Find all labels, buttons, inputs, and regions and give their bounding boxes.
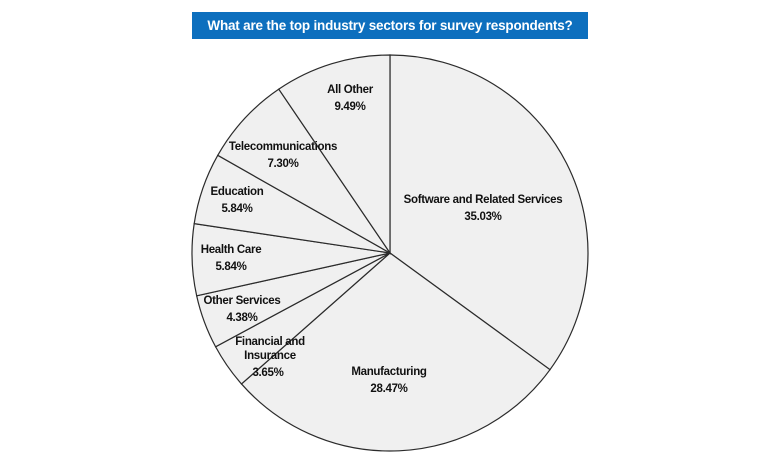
slice-value-manufacturing: 28.47% bbox=[370, 383, 407, 395]
slice-value-all-other: 9.49% bbox=[334, 101, 365, 113]
slice-label-financial-and-insurance: Financial and Insurance 3.65% bbox=[235, 336, 305, 379]
slice-label-all-other: All Other 9.49% bbox=[327, 84, 374, 113]
slice-value-telecommunications: 7.30% bbox=[267, 158, 298, 170]
slice-label-health-care: Health Care 5.84% bbox=[201, 244, 262, 273]
title-banner: What are the top industry sectors for su… bbox=[192, 12, 588, 39]
slice-label-education: Education 5.84% bbox=[211, 186, 264, 215]
slice-value-health-care: 5.84% bbox=[215, 261, 246, 273]
slice-label-telecommunications: Telecommunications 7.30% bbox=[229, 141, 337, 170]
pie-slice-manufacturing bbox=[240, 252, 551, 452]
pie-slice-all-other bbox=[277, 54, 391, 255]
slice-label-manufacturing: Manufacturing 28.47% bbox=[351, 366, 427, 395]
slice-label-other-services: Other Services 4.38% bbox=[204, 295, 281, 324]
slice-label-software-and-related-services: Software and Related Services 35.03% bbox=[404, 194, 563, 223]
slice-value-financial-and-insurance: 3.65% bbox=[252, 367, 283, 379]
slice-value-education: 5.84% bbox=[221, 203, 252, 215]
slice-value-software-and-related-services: 35.03% bbox=[464, 211, 501, 223]
pie-slice-software-and-related-services bbox=[389, 54, 589, 371]
slice-value-other-services: 4.38% bbox=[226, 312, 257, 324]
chart-title: What are the top industry sectors for su… bbox=[207, 18, 573, 33]
